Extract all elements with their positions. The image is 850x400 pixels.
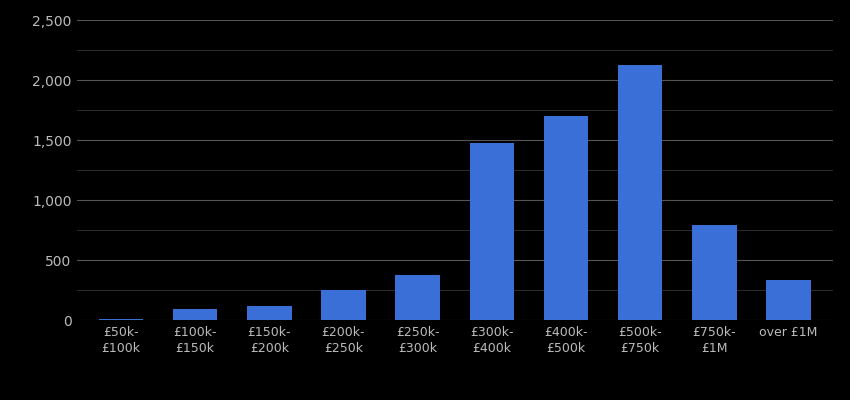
Bar — [321, 290, 366, 320]
Bar — [247, 306, 292, 320]
Bar — [618, 65, 662, 320]
Bar — [469, 143, 514, 320]
Bar — [395, 275, 440, 320]
Bar — [544, 116, 588, 320]
Bar — [766, 280, 811, 320]
Bar — [99, 319, 144, 320]
Bar — [173, 309, 218, 320]
Bar — [692, 225, 737, 320]
